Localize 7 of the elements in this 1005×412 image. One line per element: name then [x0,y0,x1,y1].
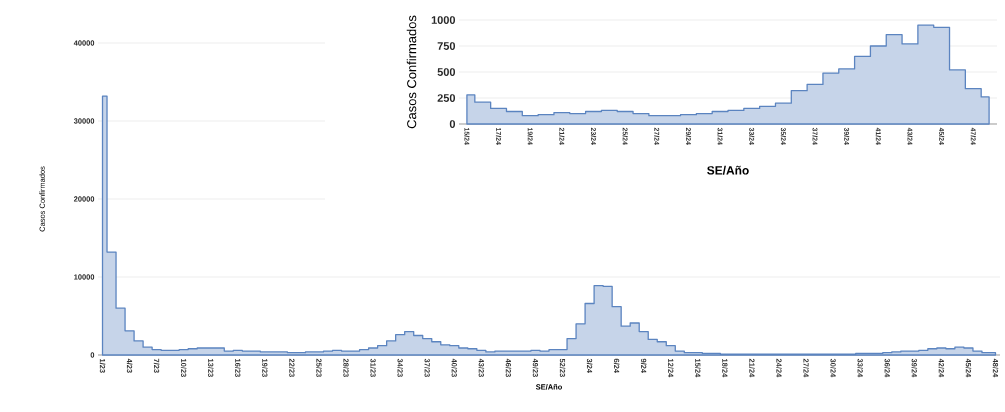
x-axis-title: SE/Año [707,165,749,175]
y-tick-label: 250 [437,94,456,102]
y-axis-title: Casos Confirmados [406,15,417,129]
y-tick-label: 750 [437,42,456,50]
y-tick-label: 0 [449,120,456,128]
y-tick-label: 1000 [431,16,456,24]
y-tick-label: 500 [437,68,456,76]
